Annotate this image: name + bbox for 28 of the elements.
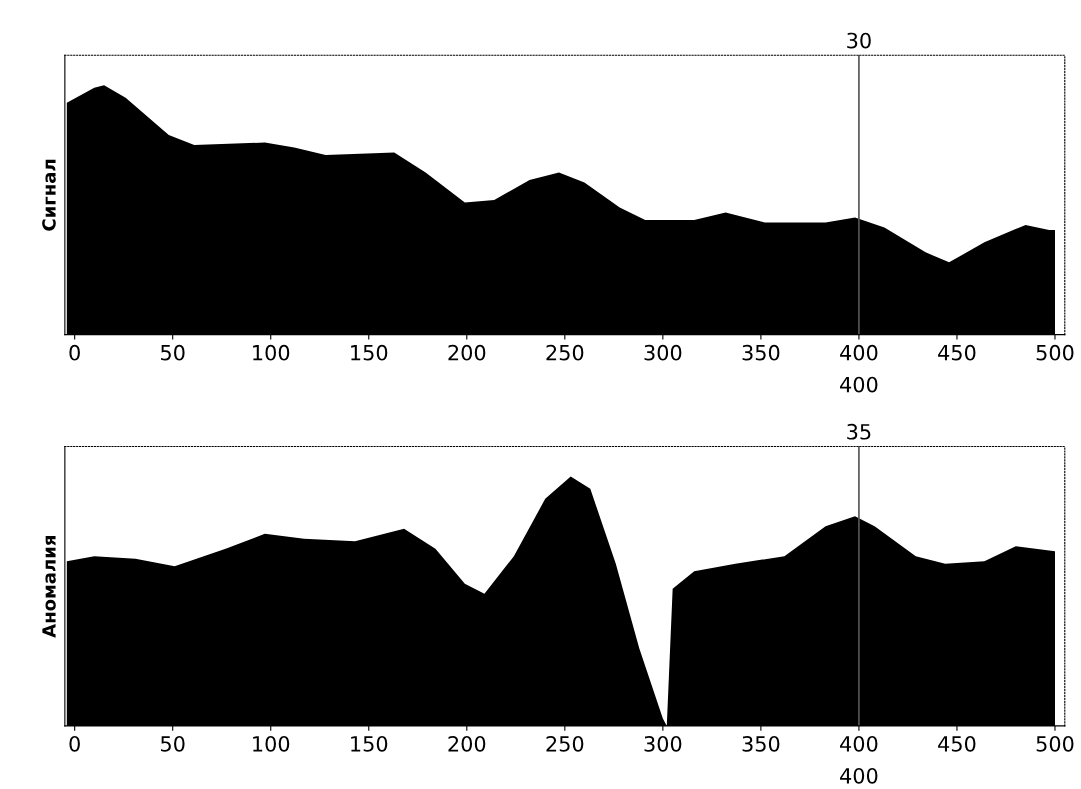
x-tick-label: 50 xyxy=(161,735,185,752)
ref-line-label: 400 xyxy=(840,767,878,784)
y-axis-title: Сигнал xyxy=(42,159,56,231)
x-tick-label: 0 xyxy=(69,735,80,752)
x-tick-label: 50 xyxy=(161,344,185,361)
ref-line-label: 400 xyxy=(840,376,878,393)
x-tick-label: 250 xyxy=(546,735,584,752)
x-tick-label: 500 xyxy=(1036,735,1074,752)
x-tick-label: 400 xyxy=(840,344,878,361)
x-tick-label: 450 xyxy=(938,344,976,361)
x-tick-label: 100 xyxy=(253,344,290,361)
x-tick-label: 350 xyxy=(742,735,780,752)
text: 35 xyxy=(847,423,871,440)
x-tick-label: 250 xyxy=(546,344,584,361)
text: 30 xyxy=(847,32,871,49)
x-tick-label: 500 xyxy=(1036,344,1074,361)
x-tick-label: 0 xyxy=(69,344,80,361)
x-tick-label: 200 xyxy=(448,344,486,361)
x-tick-label: 300 xyxy=(644,344,682,361)
x-tick-label: 450 xyxy=(938,735,976,752)
x-tick-label: 200 xyxy=(448,735,486,752)
x-tick-label: 350 xyxy=(742,344,780,361)
x-tick-label: 100 xyxy=(253,735,290,752)
y-axis-title: Аномалия xyxy=(42,536,56,638)
x-tick-label: 400 xyxy=(840,735,878,752)
x-tick-label: 300 xyxy=(644,735,682,752)
x-tick-label: 150 xyxy=(351,344,388,361)
x-tick-label: 150 xyxy=(351,735,388,752)
